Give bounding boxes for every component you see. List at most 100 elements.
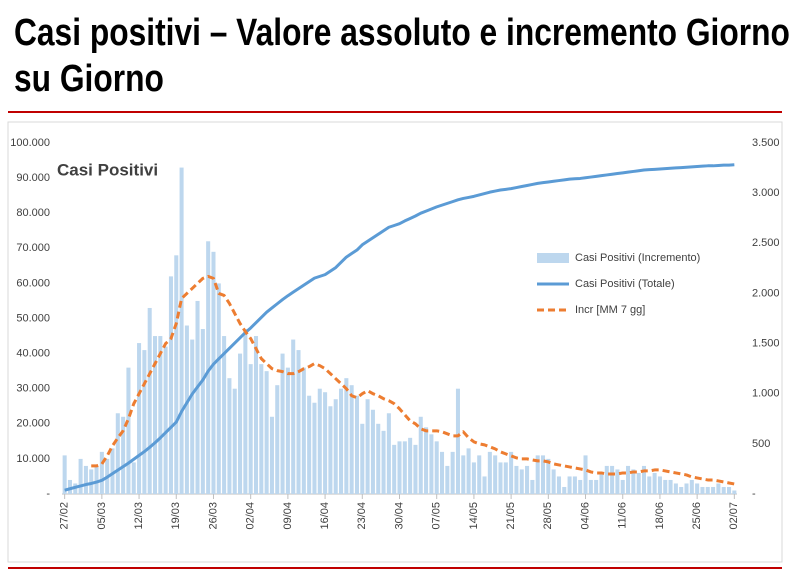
bar	[466, 448, 471, 494]
bar	[408, 437, 413, 494]
bar	[227, 378, 232, 494]
bar	[440, 451, 445, 494]
chart-frame	[7, 121, 783, 563]
y-tick-label: 30.000	[16, 383, 50, 395]
y2-tick-label: -	[752, 488, 756, 500]
bar	[89, 469, 94, 494]
bar	[402, 441, 407, 494]
bar	[487, 451, 492, 494]
bar	[344, 378, 349, 494]
bar	[546, 458, 551, 494]
x-tick-label: 21/05	[505, 502, 517, 530]
bar	[482, 476, 487, 494]
bar	[349, 385, 354, 494]
bar	[206, 241, 211, 494]
bar	[514, 465, 519, 494]
bar	[126, 367, 131, 494]
bar	[721, 486, 726, 494]
bar	[647, 476, 652, 494]
bar	[147, 307, 152, 494]
bar	[158, 336, 163, 494]
bar	[200, 329, 205, 494]
bar	[168, 276, 173, 494]
legend-swatch	[537, 253, 569, 263]
bar	[424, 427, 429, 494]
bar	[296, 350, 301, 494]
bar	[216, 283, 221, 494]
bar	[434, 441, 439, 494]
x-tick-label: 26/03	[207, 502, 219, 530]
bar	[641, 465, 647, 494]
bar	[509, 451, 514, 494]
bar	[211, 251, 216, 494]
bar	[280, 353, 285, 494]
y2-tick-label: 3.500	[752, 137, 780, 149]
bar	[615, 469, 620, 494]
legend-label: Incr [MM 7 gg]	[575, 304, 645, 316]
y2-tick-label: 500	[752, 438, 770, 450]
bar	[243, 329, 248, 494]
bar	[631, 469, 636, 494]
bar	[312, 402, 317, 494]
x-tick-label: 07/05	[431, 502, 443, 530]
line	[64, 163, 735, 492]
bar	[599, 472, 604, 494]
bar	[94, 465, 99, 494]
y-tick-label: 60.000	[16, 277, 50, 289]
bar	[567, 476, 572, 494]
bar	[110, 448, 115, 494]
x-tick-label: 05/03	[96, 502, 108, 530]
bar	[572, 476, 577, 494]
bar	[525, 465, 530, 494]
bar	[684, 483, 689, 494]
bar	[679, 486, 684, 494]
bar	[328, 406, 333, 494]
bar	[179, 167, 184, 494]
x-tick-label: 18/06	[654, 502, 666, 530]
bar	[333, 399, 338, 494]
bar	[705, 486, 710, 494]
bar	[370, 409, 375, 494]
bar	[450, 451, 455, 494]
bar	[323, 392, 328, 494]
bar	[445, 465, 450, 494]
bar	[131, 462, 136, 494]
bar	[551, 469, 556, 494]
bar	[530, 479, 535, 494]
legend-label: Casi Positivi (Incremento)	[575, 252, 700, 264]
bar	[184, 325, 189, 494]
x-tick-label: 02/07	[728, 502, 740, 530]
bar	[190, 339, 195, 494]
y-tick-label: 70.000	[16, 242, 50, 254]
x-tick-label: 12/03	[133, 502, 145, 530]
legend-label: Casi Positivi (Totale)	[575, 278, 675, 290]
bar	[232, 388, 237, 494]
bar	[657, 476, 662, 494]
bar	[381, 430, 386, 494]
bar	[360, 423, 365, 494]
bar	[540, 455, 546, 494]
y-tick-label: 50.000	[16, 312, 50, 324]
x-tick-label: 30/04	[393, 502, 405, 530]
bar	[498, 462, 503, 494]
bar	[711, 486, 716, 494]
bar	[285, 367, 290, 494]
bar	[259, 364, 264, 494]
bar	[673, 483, 678, 494]
bar	[503, 462, 508, 494]
bar	[429, 434, 434, 494]
chart-title: Casi positivi – Valore assoluto e increm…	[14, 12, 790, 100]
bar	[620, 479, 625, 494]
bar	[121, 416, 126, 494]
y2-tick-label: 3.000	[752, 187, 780, 199]
bar	[291, 339, 296, 494]
x-tick-label: 25/06	[691, 502, 703, 530]
bar	[413, 444, 418, 494]
bar	[519, 469, 524, 494]
bar	[386, 413, 391, 494]
y2-tick-label: 1.000	[752, 388, 780, 400]
x-tick-label: 19/03	[170, 502, 182, 530]
x-tick-label: 14/05	[468, 502, 480, 530]
bar	[626, 465, 631, 494]
